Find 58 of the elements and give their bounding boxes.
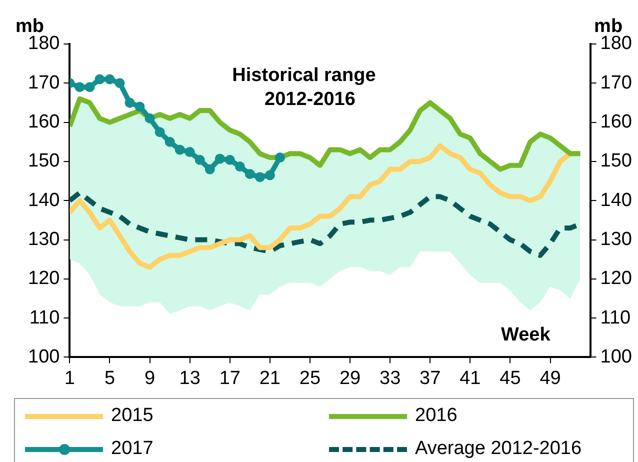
y2-tick-label: 130	[600, 228, 632, 250]
x-tick-label: 21	[259, 368, 280, 389]
y2-tick-label: 150	[600, 150, 632, 172]
legend-label: Average 2012-2016	[415, 438, 582, 460]
y-tick-label: 170	[28, 72, 60, 94]
point	[164, 136, 175, 147]
point	[224, 154, 235, 165]
legend-label: 2016	[415, 405, 458, 427]
y-tick-label: 150	[28, 150, 60, 172]
y-tick-label: 160	[28, 112, 60, 133]
point	[254, 172, 265, 182]
x-tick-label: 33	[380, 368, 401, 389]
y-tick-label: 140	[28, 190, 60, 211]
x-tick-label: 37	[420, 368, 441, 389]
point	[154, 127, 165, 138]
x-tick-label: 1	[64, 368, 75, 389]
point	[74, 82, 85, 92]
point	[264, 170, 275, 180]
annotation: Historical range 2012-2016	[232, 65, 376, 110]
x-tick-label: 5	[104, 368, 116, 389]
y-tick-label: 110	[29, 307, 60, 328]
y-tick-label: 180	[28, 33, 60, 54]
point	[174, 144, 185, 155]
y2-tick-label: 110	[600, 307, 631, 328]
y2-tick-label: 160	[600, 112, 632, 133]
y-tick-label: 130	[28, 228, 60, 250]
x-tick-label: 45	[500, 368, 521, 389]
point	[194, 154, 205, 165]
point	[94, 74, 105, 84]
point	[184, 147, 195, 158]
x-tick-label: 25	[299, 368, 321, 389]
legend-label: 2017	[111, 438, 154, 460]
point	[204, 164, 215, 174]
point	[144, 113, 155, 124]
point	[84, 82, 95, 92]
point	[124, 98, 135, 108]
x-tick-label: 41	[460, 368, 481, 389]
legend-label: 2015	[111, 405, 154, 427]
point	[114, 78, 125, 88]
x-tick-label: 9	[144, 368, 156, 389]
point	[214, 154, 225, 164]
y-tick-label: 100	[28, 346, 60, 368]
y2-tick-label: 170	[600, 72, 632, 94]
y2-tick-label: 100	[600, 346, 632, 368]
x-tick-label: 29	[339, 368, 361, 389]
x-tick-label: 17	[219, 368, 240, 389]
x-tick-label: 49	[540, 368, 561, 389]
point	[244, 168, 255, 179]
x-tick-label: 13	[179, 368, 200, 389]
point	[274, 152, 285, 163]
y2-tick-label: 140	[600, 190, 632, 211]
point	[104, 74, 115, 84]
y2-tick-label: 120	[600, 268, 632, 290]
y-tick-label: 120	[28, 268, 60, 290]
y2-tick-label: 180	[600, 33, 632, 54]
point	[134, 102, 145, 112]
point	[234, 162, 245, 172]
x-axis-title: Week	[501, 324, 551, 346]
